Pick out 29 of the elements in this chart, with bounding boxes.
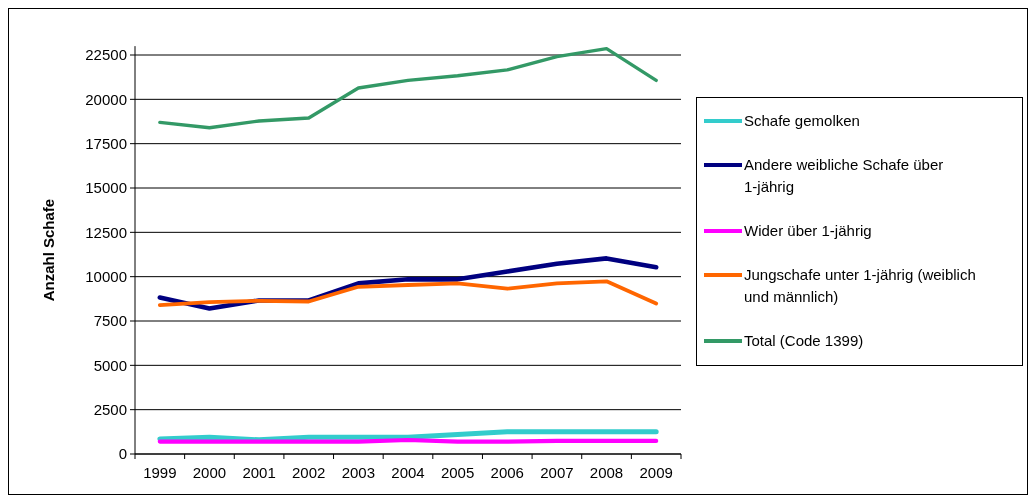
- y-tick-label: 20000: [85, 90, 127, 108]
- line-series: [158, 46, 658, 130]
- x-tick-label: 2005: [440, 464, 475, 481]
- y-axis-title: Anzahl Schafe: [40, 198, 57, 302]
- y-tick-label: 12500: [85, 223, 127, 241]
- legend-label: Andere weibliche Schafe über 1-jährig: [744, 156, 944, 196]
- x-tick-label: 2002: [292, 464, 326, 481]
- x-tick-label: 2006: [490, 464, 524, 481]
- y-tick-label: 2500: [93, 400, 127, 418]
- y-tick-label: 17500: [85, 134, 127, 152]
- legend-label: Total (Code 1399): [744, 332, 864, 350]
- x-tick-label: 2008: [589, 464, 624, 481]
- y-tick-label: 15000: [85, 179, 127, 197]
- x-tick-label: 2001: [242, 464, 276, 481]
- x-tick-label: 2003: [341, 464, 376, 481]
- y-tick-label: 0: [118, 445, 127, 463]
- legend-label: Wider über 1-jährig: [744, 222, 872, 240]
- x-tick-label: 2007: [540, 464, 574, 481]
- legend-label: Jungschafe unter 1-jährig (weiblich und männlich): [744, 266, 976, 306]
- y-tick-label: 7500: [93, 312, 127, 330]
- y-tick-label: 10000: [85, 267, 127, 285]
- y-tick-label: 22500: [85, 46, 127, 64]
- line-series: [157, 279, 659, 307]
- y-tick-label: 5000: [93, 356, 127, 374]
- x-tick-label: 2004: [391, 464, 425, 481]
- x-tick-label: 2009: [639, 464, 673, 481]
- legend-label: Schafe gemolken: [744, 112, 860, 130]
- x-tick-label: 1999: [143, 464, 177, 481]
- x-tick-label: 2000: [192, 464, 227, 481]
